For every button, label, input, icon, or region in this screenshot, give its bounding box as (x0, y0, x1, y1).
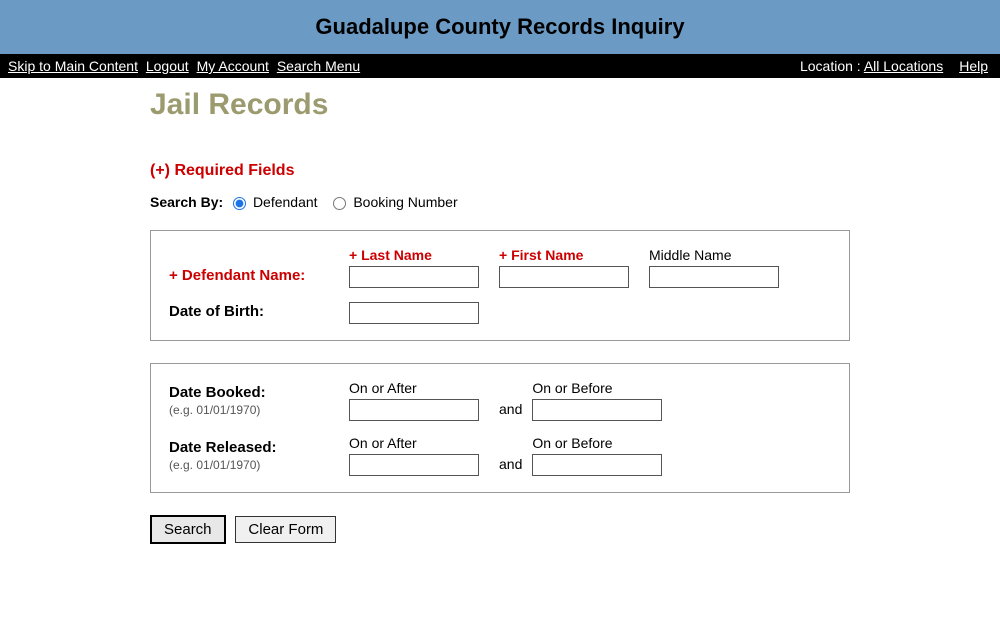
booked-after-group: On or After (349, 380, 479, 421)
search-menu-link[interactable]: Search Menu (277, 58, 360, 74)
first-name-label: + First Name (499, 247, 629, 263)
page-title: Jail Records (150, 88, 850, 122)
location-label: Location : (800, 58, 861, 74)
date-released-hint: (e.g. 01/01/1970) (169, 458, 349, 472)
last-name-group: + Last Name (349, 247, 479, 288)
date-booked-text: Date Booked: (169, 384, 266, 401)
middle-name-input[interactable] (649, 266, 779, 288)
help-link[interactable]: Help (959, 58, 988, 74)
date-booked-hint: (e.g. 01/01/1970) (169, 403, 349, 417)
dob-input[interactable] (349, 302, 479, 324)
dob-label: Date of Birth: (169, 303, 349, 324)
main-content: Jail Records (+) Required Fields Search … (0, 78, 1000, 564)
first-name-input[interactable] (499, 266, 629, 288)
nav-bar: Skip to Main Content Logout My Account S… (0, 54, 1000, 78)
released-after-group: On or After (349, 435, 479, 476)
header-title: Guadalupe County Records Inquiry (0, 14, 1000, 40)
last-name-label: + Last Name (349, 247, 479, 263)
middle-name-label: Middle Name (649, 247, 779, 263)
released-after-label: On or After (349, 435, 479, 451)
radio-defendant-label: Defendant (253, 194, 318, 210)
dob-row: Date of Birth: (169, 302, 831, 324)
released-after-input[interactable] (349, 454, 479, 476)
logout-link[interactable]: Logout (146, 58, 189, 74)
date-released-text: Date Released: (169, 439, 277, 456)
dates-panel: Date Booked: (e.g. 01/01/1970) On or Aft… (150, 363, 850, 493)
booked-before-label: On or Before (532, 380, 662, 396)
released-before-label: On or Before (532, 435, 662, 451)
first-name-group: + First Name (499, 247, 629, 288)
date-booked-label: Date Booked: (e.g. 01/01/1970) (169, 384, 349, 421)
middle-name-group: Middle Name (649, 247, 779, 288)
nav-right: Location : All Locations Help (800, 58, 992, 74)
search-button[interactable]: Search (150, 515, 226, 544)
skip-link[interactable]: Skip to Main Content (8, 58, 138, 74)
released-before-input[interactable] (532, 454, 662, 476)
date-booked-row: Date Booked: (e.g. 01/01/1970) On or Aft… (169, 380, 831, 421)
date-released-row: Date Released: (e.g. 01/01/1970) On or A… (169, 435, 831, 476)
location-value-link[interactable]: All Locations (864, 58, 943, 74)
defendant-name-row: + Defendant Name: + Last Name + First Na… (169, 247, 831, 288)
radio-booking-number[interactable] (333, 197, 346, 210)
button-row: Search Clear Form (150, 515, 850, 544)
and-word-1: and (499, 401, 532, 421)
location-indicator: Location : All Locations (800, 58, 947, 74)
last-name-input[interactable] (349, 266, 479, 288)
my-account-link[interactable]: My Account (197, 58, 269, 74)
search-by-label: Search By: (150, 194, 223, 210)
search-by-row: Search By: Defendant Booking Number (150, 194, 850, 210)
radio-defendant[interactable] (233, 197, 246, 210)
and-word-2: and (499, 456, 532, 476)
required-fields-legend: (+) Required Fields (150, 162, 850, 180)
booked-after-input[interactable] (349, 399, 479, 421)
header-banner: Guadalupe County Records Inquiry (0, 0, 1000, 54)
defendant-panel: + Defendant Name: + Last Name + First Na… (150, 230, 850, 341)
radio-booking-label: Booking Number (353, 194, 457, 210)
date-released-label: Date Released: (e.g. 01/01/1970) (169, 439, 349, 476)
released-before-group: On or Before (532, 435, 662, 476)
booked-before-input[interactable] (532, 399, 662, 421)
booked-before-group: On or Before (532, 380, 662, 421)
defendant-name-label: + Defendant Name: (169, 267, 349, 288)
clear-form-button[interactable]: Clear Form (235, 516, 336, 543)
booked-after-label: On or After (349, 380, 479, 396)
nav-left: Skip to Main Content Logout My Account S… (8, 58, 364, 74)
dob-group (349, 302, 479, 324)
